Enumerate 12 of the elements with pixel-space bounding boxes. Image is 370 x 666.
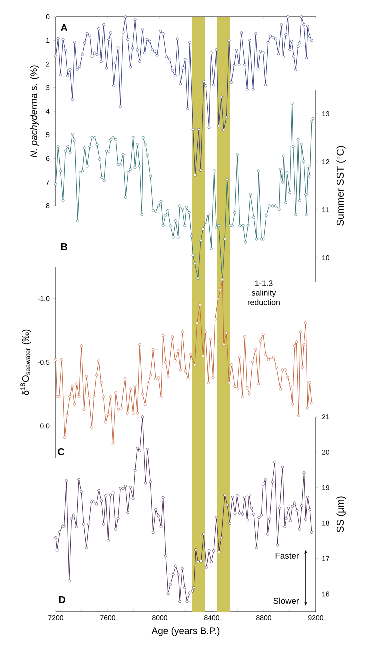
annotation: 1-1.3 salinity reduction xyxy=(248,280,280,306)
annotation: A xyxy=(60,24,68,32)
annotation: B xyxy=(61,244,68,250)
annotation: D xyxy=(59,596,66,604)
y-axis-title: N. pachyderma s. (%) xyxy=(30,66,40,158)
annotation: C xyxy=(58,448,65,456)
y-axis-title: SS (µm) xyxy=(336,496,346,532)
x-axis-title: Age (years B.P.) xyxy=(152,627,220,636)
annotation: Slower xyxy=(274,598,300,604)
annotation: Faster xyxy=(276,553,300,559)
y-axis-title: δ$^{18}$O$_{seawater}$ (‰) xyxy=(20,330,32,396)
y-axis-title: Summer SST (°C) xyxy=(336,146,346,226)
